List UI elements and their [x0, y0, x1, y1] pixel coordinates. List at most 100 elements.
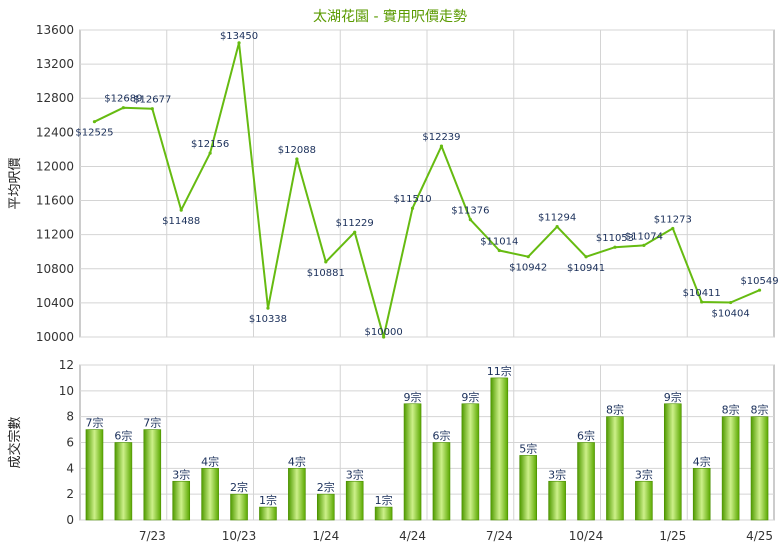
bar-label: 3宗	[172, 467, 190, 481]
data-label: $11014	[480, 237, 518, 248]
data-point	[642, 243, 646, 248]
data-point	[179, 208, 183, 212]
data-label: $11074	[625, 231, 663, 242]
bar	[172, 480, 191, 521]
data-point	[671, 226, 675, 231]
data-point	[757, 288, 762, 292]
x-tick-label: 10/23	[222, 529, 257, 543]
bar	[548, 480, 566, 521]
y-tick-label: 6	[66, 436, 74, 450]
y-tick-label: 11200	[36, 228, 74, 242]
data-point	[92, 120, 97, 124]
bar	[663, 403, 682, 521]
series-line	[94, 41, 760, 338]
y-tick-label: 11600	[36, 194, 74, 208]
y-tick-label: 4	[66, 461, 74, 475]
bar	[230, 493, 248, 521]
data-point	[439, 144, 444, 148]
data-point	[295, 157, 299, 161]
y-tick-label: 10000	[36, 330, 74, 344]
chart-title: 太湖花園 - 實用呎價走勢	[313, 8, 467, 25]
bar-label: 9宗	[461, 390, 479, 404]
bar-label: 7宗	[143, 416, 161, 430]
data-point	[555, 225, 559, 229]
data-label: $10000	[365, 327, 403, 338]
bar-label: 8宗	[751, 403, 769, 417]
bar-label: 2宗	[317, 480, 335, 494]
bar-label: 8宗	[606, 403, 624, 417]
bar	[721, 416, 740, 521]
bar-label: 4宗	[288, 454, 306, 468]
data-label: $10404	[712, 309, 750, 320]
data-point	[468, 218, 472, 222]
data-label: $11294	[538, 213, 576, 224]
data-label: $10881	[307, 268, 345, 279]
data-point	[150, 107, 154, 111]
bar-label: 6宗	[577, 429, 595, 443]
x-tick-label: 1/25	[659, 529, 686, 543]
y-axis-label: 平均呎價	[8, 157, 23, 209]
data-label: $11229	[336, 218, 374, 229]
bar-label: 4宗	[201, 454, 219, 468]
bar	[461, 403, 480, 521]
bar	[606, 416, 624, 521]
bar-label: 1宗	[375, 493, 393, 507]
data-point	[526, 255, 530, 259]
x-tick-label: 7/24	[486, 529, 513, 543]
data-label: $12156	[191, 139, 229, 150]
data-point	[121, 106, 125, 110]
x-tick-label: 1/24	[312, 529, 339, 543]
data-point	[497, 248, 501, 253]
y-tick-label: 12000	[36, 159, 74, 173]
data-label: $10942	[509, 263, 547, 274]
bar-label: 2宗	[230, 480, 248, 494]
bar-label: 11宗	[487, 364, 512, 378]
bar	[577, 442, 595, 521]
bar-label: 3宗	[548, 467, 566, 481]
data-label: $11053	[596, 233, 634, 244]
bar-label: 7宗	[85, 416, 103, 430]
y-tick-label: 13200	[36, 57, 74, 71]
y-tick-label: 12800	[36, 91, 74, 105]
data-label: $11488	[162, 216, 200, 227]
transaction-bar-chart: 0 2 4 6 8 10 12 成交宗數 7宗 6宗 7宗 3宗 4宗 2宗 1宗 4宗 2宗 3宗 1宗 9宗 6宗 9…	[7, 358, 775, 543]
data-point	[266, 306, 270, 310]
bar-label: 3宗	[346, 467, 364, 481]
data-point	[353, 230, 357, 234]
bar	[432, 442, 451, 521]
x-tick-label: 4/25	[746, 529, 773, 543]
data-point	[729, 300, 733, 305]
bar	[635, 480, 653, 521]
bar	[143, 429, 162, 521]
y-tick-label: 2	[66, 487, 74, 501]
bar-label: 4宗	[693, 454, 711, 468]
bar-label: 9宗	[404, 390, 422, 404]
data-label: $12088	[278, 145, 316, 156]
x-tick-label: 7/23	[139, 529, 166, 543]
price-line-chart: 10000 10400 10800 11200 11600 12000 12400 12800…	[8, 23, 779, 344]
bar	[114, 442, 133, 521]
y-tick-label: 12400	[36, 125, 74, 139]
x-tick-label: 4/24	[399, 529, 426, 543]
y-tick-label: 13600	[36, 23, 74, 37]
bar	[519, 455, 538, 521]
y-axis-label: 成交宗數	[7, 416, 23, 468]
data-label: $11510	[393, 194, 431, 205]
bar	[750, 416, 769, 521]
bar	[316, 493, 335, 521]
data-point	[410, 206, 415, 210]
bar-label: 6宗	[432, 429, 450, 443]
data-label: $10338	[249, 314, 287, 325]
y-tick-label: 0	[66, 513, 74, 527]
bar	[374, 506, 393, 521]
data-point	[613, 245, 617, 249]
bar	[403, 403, 422, 521]
y-tick-label: 8	[66, 410, 74, 424]
bar-label: 8宗	[722, 403, 740, 417]
data-label: $12689	[104, 94, 142, 105]
bar	[201, 468, 219, 521]
bar-label: 1宗	[259, 493, 277, 507]
bar	[692, 468, 711, 521]
